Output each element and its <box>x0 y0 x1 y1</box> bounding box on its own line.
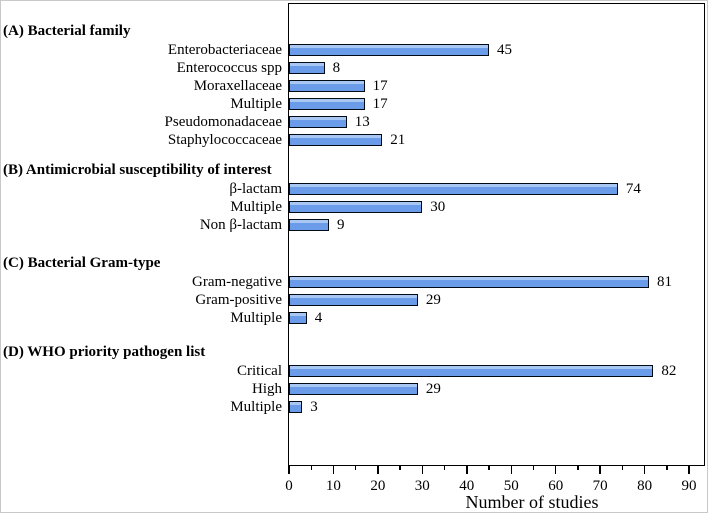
x-minor-tick <box>354 464 357 470</box>
x-tick-label: 30 <box>414 478 430 494</box>
x-tick-label: 10 <box>325 478 341 494</box>
group-header: (B) Antimicrobial susceptibility of inte… <box>3 162 272 178</box>
bar-value-label: 4 <box>314 309 323 326</box>
x-major-tick <box>288 464 290 474</box>
bar-value-label: 13 <box>354 113 370 130</box>
bar-value-label: 9 <box>337 216 345 233</box>
bar <box>289 382 418 395</box>
bar <box>289 400 303 413</box>
category-label: Multiple <box>230 198 282 215</box>
x-tick-label: 80 <box>637 478 653 494</box>
x-major-tick <box>332 464 335 474</box>
bar-value-label: 17 <box>372 95 388 112</box>
bar <box>289 364 654 377</box>
bar-value-label: 81 <box>657 273 672 290</box>
bar <box>289 293 418 306</box>
category-label: Enterococcus spp <box>176 59 282 76</box>
x-tick-label: 50 <box>503 478 519 494</box>
x-axis-title: Number of studies <box>465 492 599 512</box>
bar <box>289 133 383 146</box>
bar-value-label: 29 <box>425 291 441 308</box>
group-header: (C) Bacterial Gram-type <box>3 255 161 271</box>
bar <box>289 218 329 231</box>
category-label: Gram-positive <box>195 291 282 308</box>
x-major-tick <box>510 464 512 474</box>
bar <box>289 275 649 288</box>
x-major-tick <box>421 464 424 474</box>
bar-value-label: 3 <box>310 398 318 415</box>
bar-value-label: 82 <box>661 362 677 379</box>
x-minor-tick <box>399 464 401 470</box>
bar-value-label: 45 <box>497 41 512 58</box>
bar-value-label: 21 <box>390 131 406 148</box>
x-tick-label: 40 <box>459 478 475 494</box>
group-header: (A) Bacterial family <box>3 23 131 39</box>
category-label: Enterobacteriaceae <box>167 41 282 58</box>
x-major-tick <box>554 464 557 474</box>
bar <box>289 311 307 324</box>
x-minor-tick <box>310 464 312 470</box>
category-label: Non β-lactam <box>199 216 282 233</box>
x-minor-tick <box>488 464 490 470</box>
group-header: (D) WHO priority pathogen list <box>3 344 206 360</box>
category-label: Multiple <box>230 309 282 326</box>
bar <box>289 200 423 213</box>
bar <box>289 61 325 74</box>
x-tick-label: 70 <box>592 478 608 494</box>
bar-value-label: 8 <box>332 59 341 76</box>
category-label: Multiple <box>230 95 282 112</box>
category-label: Staphylococcaceae <box>167 131 282 148</box>
category-label: Pseudomonadaceae <box>164 113 282 130</box>
x-major-tick <box>599 464 601 474</box>
category-label: Moraxellaceae <box>193 77 282 94</box>
category-label: High <box>252 380 282 397</box>
x-minor-tick <box>532 464 535 470</box>
bar-value-label: 74 <box>625 180 641 197</box>
x-major-tick <box>466 464 468 474</box>
category-label: Critical <box>237 362 282 379</box>
category-label: β-lactam <box>229 180 282 197</box>
bar <box>289 79 365 92</box>
bar <box>289 115 347 128</box>
x-minor-tick <box>666 464 668 470</box>
x-major-tick <box>688 464 690 474</box>
x-minor-tick <box>621 464 624 470</box>
bar-value-label: 17 <box>372 77 388 94</box>
category-label: Gram-negative <box>192 273 282 290</box>
x-major-tick <box>643 464 646 474</box>
x-minor-tick <box>443 464 446 470</box>
x-tick-label: 60 <box>548 478 564 494</box>
x-major-tick <box>377 464 379 474</box>
x-tick-label: 20 <box>370 478 386 494</box>
category-label: Multiple <box>230 398 282 415</box>
x-tick-label: 0 <box>285 478 293 494</box>
bar <box>289 97 365 110</box>
bar <box>289 43 489 56</box>
x-minor-tick <box>577 464 579 470</box>
plot-area <box>288 3 705 466</box>
bar <box>289 182 618 195</box>
bar-value-label: 29 <box>425 380 441 397</box>
x-tick-label: 90 <box>681 478 697 494</box>
bar-value-label: 30 <box>430 198 446 215</box>
